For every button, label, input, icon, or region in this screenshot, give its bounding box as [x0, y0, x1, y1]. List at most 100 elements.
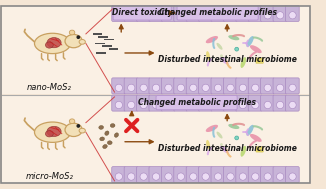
Text: Disturbed intestinal microbiome: Disturbed intestinal microbiome — [158, 144, 297, 153]
Circle shape — [190, 84, 197, 91]
Ellipse shape — [35, 33, 70, 54]
FancyBboxPatch shape — [186, 78, 200, 94]
Circle shape — [202, 12, 209, 19]
Text: micro-MoS₂: micro-MoS₂ — [26, 172, 74, 181]
FancyBboxPatch shape — [223, 78, 237, 94]
Ellipse shape — [206, 125, 218, 132]
FancyBboxPatch shape — [286, 95, 299, 111]
FancyBboxPatch shape — [124, 5, 138, 21]
Ellipse shape — [206, 51, 210, 60]
Circle shape — [140, 12, 147, 19]
Circle shape — [115, 101, 123, 109]
Bar — [93, 33, 102, 35]
Circle shape — [289, 12, 296, 19]
FancyBboxPatch shape — [186, 95, 200, 111]
FancyBboxPatch shape — [261, 167, 274, 183]
Bar — [2, 95, 309, 183]
Ellipse shape — [110, 124, 115, 127]
FancyBboxPatch shape — [236, 167, 250, 183]
Circle shape — [202, 173, 209, 180]
FancyBboxPatch shape — [199, 5, 212, 21]
Bar — [102, 45, 112, 47]
FancyBboxPatch shape — [149, 167, 163, 183]
Circle shape — [177, 101, 185, 109]
Ellipse shape — [65, 123, 82, 136]
FancyBboxPatch shape — [174, 5, 187, 21]
FancyBboxPatch shape — [248, 167, 262, 183]
Circle shape — [215, 101, 222, 109]
FancyBboxPatch shape — [223, 5, 237, 21]
FancyBboxPatch shape — [273, 78, 287, 94]
Circle shape — [264, 84, 271, 91]
FancyBboxPatch shape — [273, 95, 287, 111]
Circle shape — [177, 12, 185, 19]
Ellipse shape — [45, 42, 53, 48]
Circle shape — [127, 84, 135, 91]
Circle shape — [165, 101, 172, 109]
Circle shape — [252, 101, 259, 109]
Circle shape — [239, 173, 246, 180]
FancyBboxPatch shape — [156, 95, 237, 110]
FancyBboxPatch shape — [174, 167, 187, 183]
Circle shape — [289, 101, 296, 109]
Bar — [96, 52, 106, 54]
Circle shape — [177, 84, 185, 91]
FancyBboxPatch shape — [161, 167, 175, 183]
FancyBboxPatch shape — [273, 5, 287, 21]
FancyBboxPatch shape — [211, 95, 225, 111]
FancyBboxPatch shape — [149, 78, 163, 94]
Bar — [104, 39, 113, 40]
FancyBboxPatch shape — [113, 6, 171, 20]
Ellipse shape — [69, 30, 75, 35]
Circle shape — [239, 84, 246, 91]
Ellipse shape — [100, 137, 105, 141]
Circle shape — [140, 84, 147, 91]
Circle shape — [165, 12, 172, 19]
Bar — [109, 48, 118, 50]
Circle shape — [127, 101, 135, 109]
FancyBboxPatch shape — [261, 78, 274, 94]
Circle shape — [153, 173, 160, 180]
Ellipse shape — [107, 141, 112, 145]
Ellipse shape — [69, 119, 75, 124]
Circle shape — [190, 173, 197, 180]
FancyBboxPatch shape — [199, 167, 212, 183]
FancyBboxPatch shape — [286, 167, 299, 183]
Circle shape — [252, 12, 259, 19]
Ellipse shape — [216, 43, 223, 50]
FancyBboxPatch shape — [273, 167, 287, 183]
Circle shape — [153, 84, 160, 91]
Circle shape — [140, 173, 147, 180]
Ellipse shape — [220, 57, 229, 64]
Circle shape — [190, 101, 197, 109]
Ellipse shape — [206, 140, 210, 149]
Ellipse shape — [103, 145, 107, 149]
Circle shape — [77, 125, 80, 127]
Circle shape — [227, 12, 234, 19]
Ellipse shape — [35, 122, 70, 142]
FancyBboxPatch shape — [248, 78, 262, 94]
Circle shape — [215, 12, 222, 19]
FancyBboxPatch shape — [223, 95, 237, 111]
FancyBboxPatch shape — [248, 95, 262, 111]
Ellipse shape — [241, 57, 246, 68]
FancyBboxPatch shape — [199, 95, 212, 111]
Circle shape — [276, 84, 284, 91]
Circle shape — [177, 173, 185, 180]
FancyBboxPatch shape — [186, 167, 200, 183]
Bar — [98, 36, 108, 38]
Circle shape — [235, 47, 239, 51]
Circle shape — [227, 84, 234, 91]
Circle shape — [215, 173, 222, 180]
Ellipse shape — [114, 133, 119, 137]
Ellipse shape — [220, 146, 229, 153]
FancyBboxPatch shape — [236, 95, 250, 111]
Circle shape — [276, 101, 284, 109]
Circle shape — [227, 173, 234, 180]
Circle shape — [252, 84, 259, 91]
Ellipse shape — [65, 34, 82, 48]
Circle shape — [127, 173, 135, 180]
Circle shape — [77, 36, 80, 38]
Circle shape — [115, 84, 123, 91]
Circle shape — [276, 173, 284, 180]
